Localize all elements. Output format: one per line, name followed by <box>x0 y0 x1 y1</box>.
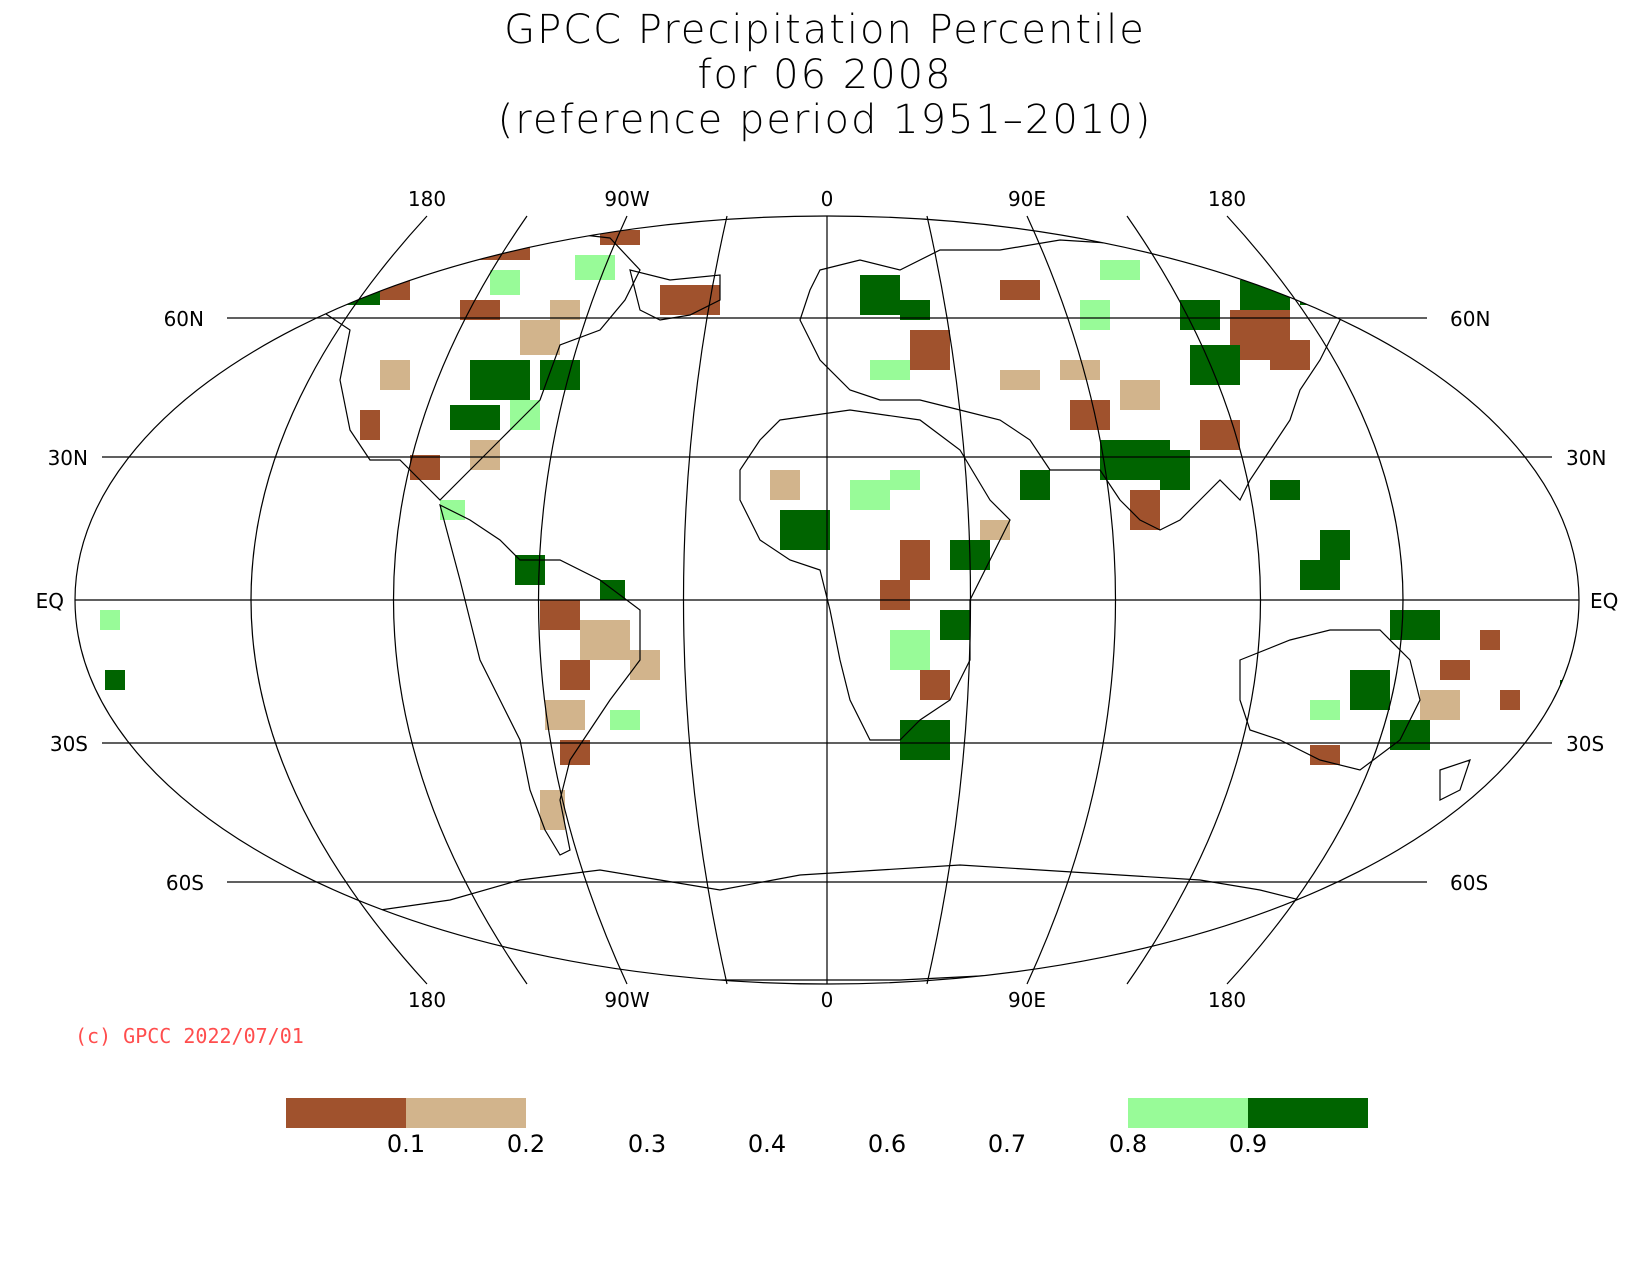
lat-label-right-30s: 30S <box>1566 732 1604 756</box>
colorbar-tick-6: 0.8 <box>1108 1130 1148 1158</box>
title-line-2: for 06 2008 <box>697 52 953 98</box>
lat-label-left-60n: 60N <box>164 307 204 331</box>
colorbar <box>286 1098 1368 1128</box>
colorbar-tick-1: 0.2 <box>506 1130 546 1158</box>
percentile-patches <box>100 230 1579 830</box>
lat-label-left-eq: EQ <box>36 589 64 613</box>
colorbar-bin-0 <box>286 1098 406 1128</box>
lon-label-bottom-180e: 180 <box>1208 988 1246 1012</box>
colorbar-bin-1 <box>406 1098 526 1128</box>
colorbar-bin-4 <box>1248 1098 1368 1128</box>
lat-label-left-30s: 30S <box>50 732 88 756</box>
lon-label-bottom-90w: 90W <box>604 988 649 1012</box>
lon-label-bottom-90e: 90E <box>1008 988 1046 1012</box>
lat-label-right-30n: 30N <box>1566 446 1606 470</box>
map-title: GPCC Precipitation Percentile for 06 200… <box>0 8 1650 143</box>
title-line-1: GPCC Precipitation Percentile <box>504 7 1146 53</box>
graticule <box>74 215 1580 985</box>
lon-label-top-0: 0 <box>821 187 834 211</box>
lon-label-bottom-180w: 180 <box>408 988 446 1012</box>
lat-label-right-60s: 60S <box>1450 871 1488 895</box>
colorbar-tick-2: 0.3 <box>627 1130 667 1158</box>
colorbar-tick-0: 0.1 <box>386 1130 426 1158</box>
lon-label-top-180w: 180 <box>408 187 446 211</box>
colorbar-tick-7: 0.9 <box>1228 1130 1268 1158</box>
lat-label-right-eq: EQ <box>1590 589 1618 613</box>
lon-label-top-90e: 90E <box>1008 187 1046 211</box>
longitude-labels-top: 180 90W 0 90E 180 <box>408 187 1246 211</box>
colorbar-bin-3 <box>1128 1098 1248 1128</box>
lat-label-left-30n: 30N <box>48 446 88 470</box>
latitude-labels-right: 60N 30N EQ 30S 60S <box>1450 307 1618 895</box>
latitude-labels-left: 60N 30N EQ 30S 60S <box>36 307 204 895</box>
copyright-notice: (c) GPCC 2022/07/01 <box>75 1024 304 1048</box>
colorbar-tick-3: 0.4 <box>747 1130 787 1158</box>
lon-label-top-90w: 90W <box>604 187 649 211</box>
lon-label-bottom-0: 0 <box>821 988 834 1012</box>
longitude-labels-bottom: 180 90W 0 90E 180 <box>408 988 1246 1012</box>
lon-label-top-180e: 180 <box>1208 187 1246 211</box>
lat-label-right-60n: 60N <box>1450 307 1490 331</box>
lat-label-left-60s: 60S <box>166 871 204 895</box>
colorbar-tick-5: 0.7 <box>987 1130 1027 1158</box>
colorbar-tick-4: 0.6 <box>867 1130 907 1158</box>
title-line-3: (reference period 1951–2010) <box>497 97 1153 143</box>
